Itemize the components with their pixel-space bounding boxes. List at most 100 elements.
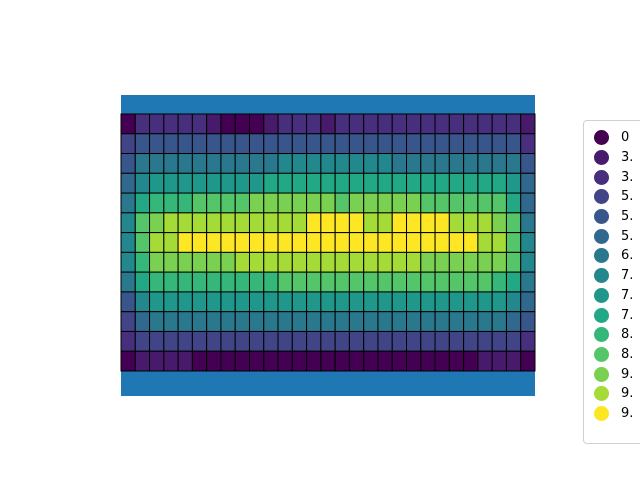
heatmap-cell <box>149 153 165 174</box>
heatmap-cell <box>477 350 493 372</box>
heatmap-cell <box>520 330 536 352</box>
heatmap-cell <box>491 251 507 273</box>
heatmap-cell <box>420 311 436 332</box>
heatmap-cell <box>191 330 208 352</box>
heatmap-cell <box>520 212 536 234</box>
heatmap-cell <box>505 153 522 174</box>
heatmap-cell <box>149 251 165 273</box>
heatmap-cell <box>491 212 507 234</box>
heatmap-cell <box>277 311 293 332</box>
heatmap-cell <box>206 153 222 174</box>
heatmap-cell <box>277 350 293 372</box>
heatmap-cell <box>463 133 479 155</box>
heatmap-cell <box>134 350 151 372</box>
legend-label: 3. <box>621 169 634 185</box>
heatmap-cell <box>220 291 236 313</box>
heatmap-cell <box>434 251 450 273</box>
heatmap-cell <box>434 232 450 253</box>
heatmap-cell <box>234 271 250 293</box>
heatmap-cell <box>248 311 265 332</box>
heatmap-cell <box>134 212 151 234</box>
heatmap-cell <box>191 113 208 135</box>
heatmap-cell <box>220 153 236 174</box>
heatmap-cell <box>377 113 393 135</box>
heatmap-cell <box>420 271 436 293</box>
legend-item: 8. <box>594 345 640 365</box>
heatmap-cell <box>320 153 336 174</box>
heatmap-cell <box>505 133 522 155</box>
heatmap-cell <box>377 311 393 332</box>
heatmap-cell <box>448 311 465 332</box>
heatmap-cell <box>177 330 193 352</box>
heatmap-cell <box>263 291 279 313</box>
heatmap-cell <box>520 113 536 135</box>
heatmap-cell <box>277 251 293 273</box>
heatmap-cell <box>177 271 193 293</box>
heatmap-cell <box>420 212 436 234</box>
heatmap-cell <box>120 350 136 372</box>
heatmap-cell <box>491 192 507 214</box>
heatmap-cell <box>334 291 350 313</box>
heatmap-cell <box>177 172 193 194</box>
heatmap-cell <box>363 113 379 135</box>
heatmap-cell <box>434 192 450 214</box>
legend-marker-icon <box>594 228 609 244</box>
heatmap-cell <box>363 291 379 313</box>
legend-item: 8. <box>594 325 640 345</box>
heatmap-cell <box>377 291 393 313</box>
heatmap-cell <box>320 271 336 293</box>
heatmap-cell <box>334 350 350 372</box>
heatmap-cell <box>277 113 293 135</box>
heatmap-cell <box>291 251 308 273</box>
heatmap-cell <box>463 251 479 273</box>
heatmap-cell <box>177 232 193 253</box>
heatmap-cell <box>334 232 350 253</box>
heatmap-cell <box>220 232 236 253</box>
legend-label: 6. <box>621 248 634 264</box>
legend-item: 3. <box>594 148 640 168</box>
heatmap-cell <box>306 350 322 372</box>
heatmap-cell <box>191 271 208 293</box>
heatmap-cell <box>149 192 165 214</box>
heatmap-cell <box>163 291 179 313</box>
heatmap-cell <box>248 172 265 194</box>
heatmap-cell <box>420 113 436 135</box>
heatmap-cell <box>434 172 450 194</box>
heatmap-cell <box>177 350 193 372</box>
heatmap-cell <box>520 153 536 174</box>
heatmap-cell <box>263 311 279 332</box>
heatmap-cell <box>234 133 250 155</box>
heatmap-cell <box>134 192 151 214</box>
heatmap-cell <box>491 350 507 372</box>
heatmap-cell <box>149 133 165 155</box>
heatmap-cell <box>448 133 465 155</box>
heatmap-cell <box>206 330 222 352</box>
heatmap-cell <box>306 251 322 273</box>
heatmap-cell <box>434 271 450 293</box>
heatmap-cell <box>263 251 279 273</box>
heatmap-cell <box>334 212 350 234</box>
heatmap-cell <box>463 153 479 174</box>
heatmap-cell <box>406 350 422 372</box>
heatmap-cell <box>277 212 293 234</box>
heatmap-cell <box>505 113 522 135</box>
heatmap-cell <box>334 271 350 293</box>
legend-item: 0 <box>594 128 640 148</box>
heatmap-cell <box>234 153 250 174</box>
heatmap-cell <box>477 330 493 352</box>
heatmap-cell <box>248 113 265 135</box>
legend-item: 9. <box>594 404 640 424</box>
legend-label: 5. <box>621 189 634 205</box>
legend-entries: 0 3. 3. 5. 5. 5. 6. 7. 7. 7. 8. 8. 9. 9. 9. <box>594 128 640 423</box>
heatmap-cell <box>120 330 136 352</box>
heatmap-cell <box>334 311 350 332</box>
heatmap-cell <box>391 153 408 174</box>
heatmap-cell <box>491 311 507 332</box>
heatmap-cell <box>163 271 179 293</box>
heatmap-cell <box>248 330 265 352</box>
heatmap-cell <box>177 291 193 313</box>
heatmap-cell <box>463 291 479 313</box>
heatmap-cell <box>491 172 507 194</box>
heatmap-cell <box>149 350 165 372</box>
heatmap-cell <box>206 271 222 293</box>
